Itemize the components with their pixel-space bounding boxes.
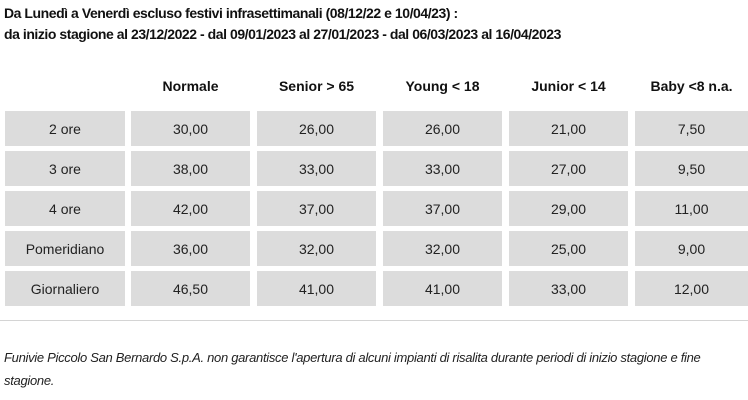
price-cell: 9,00 — [635, 231, 748, 266]
price-cell: 27,00 — [509, 151, 628, 186]
disclaimer-note: Funivie Piccolo San Bernardo S.p.A. non … — [4, 350, 701, 388]
price-cell: 33,00 — [509, 271, 628, 306]
price-cell: 38,00 — [131, 151, 250, 186]
title-line-2: da inizio stagione al 23/12/2022 - dal 0… — [4, 26, 561, 42]
price-cell: 37,00 — [383, 191, 502, 226]
price-cell: 12,00 — [635, 271, 748, 306]
column-header: Young < 18 — [405, 78, 480, 94]
row-label-cell: 3 ore — [5, 151, 125, 186]
price-cell: 9,50 — [635, 151, 748, 186]
price-cell: 46,50 — [131, 271, 250, 306]
row-label-cell: 4 ore — [5, 191, 125, 226]
price-cell: 33,00 — [383, 151, 502, 186]
price-cell: 37,00 — [257, 191, 376, 226]
price-cell: 26,00 — [257, 111, 376, 146]
price-cell: 30,00 — [131, 111, 250, 146]
row-label-cell: Giornaliero — [5, 271, 125, 306]
price-cell: 29,00 — [509, 191, 628, 226]
price-cell: 41,00 — [383, 271, 502, 306]
price-cell: 26,00 — [383, 111, 502, 146]
price-cell: 25,00 — [509, 231, 628, 266]
page-title: Da Lunedì a Venerdì escluso festivi infr… — [4, 3, 561, 45]
price-cell: 7,50 — [635, 111, 748, 146]
price-cell: 33,00 — [257, 151, 376, 186]
divider — [0, 320, 748, 321]
title-line-1: Da Lunedì a Venerdì escluso festivi infr… — [4, 5, 458, 21]
row-label-cell: Pomeridiano — [5, 231, 125, 266]
price-cell: 36,00 — [131, 231, 250, 266]
column-header: Baby <8 n.a. — [650, 78, 733, 94]
column-header: Junior < 14 — [531, 78, 606, 94]
price-cell: 42,00 — [131, 191, 250, 226]
column-header: Normale — [162, 78, 219, 94]
price-cell: 11,00 — [635, 191, 748, 226]
price-cell: 32,00 — [383, 231, 502, 266]
price-cell: 21,00 — [509, 111, 628, 146]
row-label-cell: 2 ore — [5, 111, 125, 146]
price-cell: 41,00 — [257, 271, 376, 306]
column-header: Senior > 65 — [278, 78, 355, 94]
price-cell: 32,00 — [257, 231, 376, 266]
